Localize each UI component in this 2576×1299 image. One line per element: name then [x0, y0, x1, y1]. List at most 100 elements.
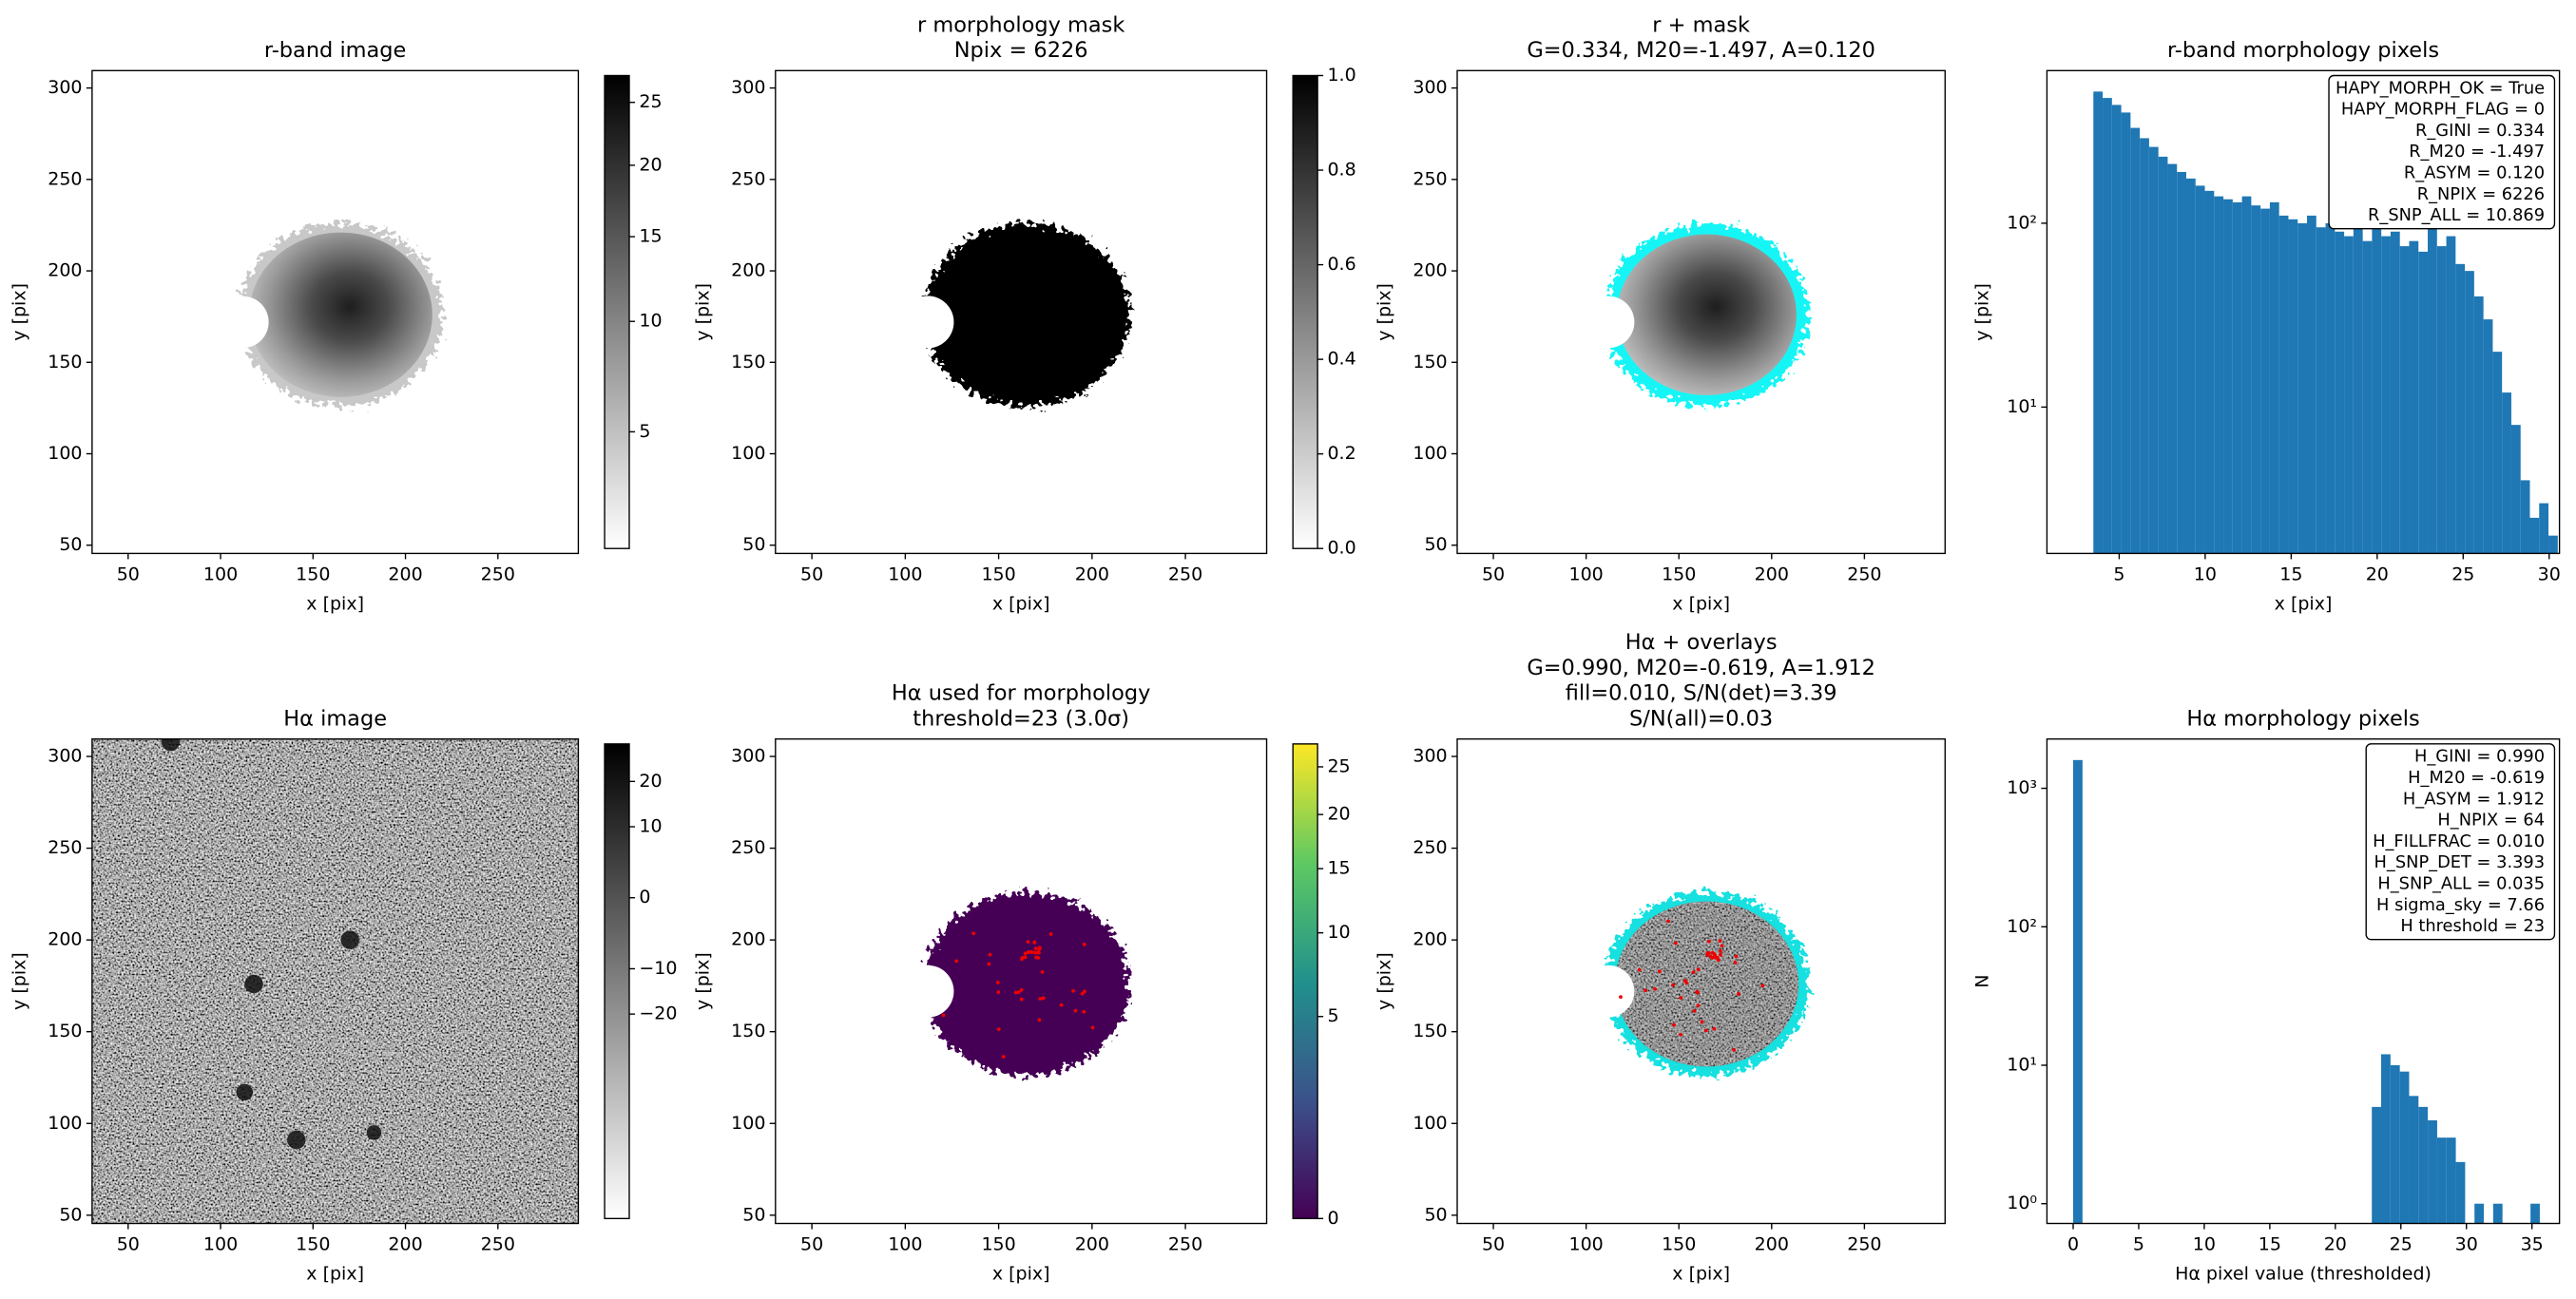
histogram-bar — [2372, 1106, 2382, 1224]
axes-frame — [91, 69, 580, 555]
histogram-bar — [2307, 215, 2316, 554]
x-tick-label: 200 — [1075, 564, 1109, 584]
source — [340, 930, 359, 949]
colorbar-tick-label: 25 — [639, 91, 662, 112]
histogram-bar — [2390, 231, 2400, 554]
histogram-bar — [2121, 112, 2131, 554]
colorbar-tick-label: 0.0 — [1327, 538, 1355, 559]
annotation: R_GINI = 0.334 — [2415, 121, 2545, 141]
x-tick-label: 250 — [1168, 564, 1202, 584]
x-tick-label: 0 — [2067, 1233, 2079, 1254]
colorbar-tick-label: 20 — [1327, 804, 1350, 825]
detected-pixel — [1684, 981, 1689, 985]
histogram-bar — [2399, 246, 2410, 554]
histogram-bar — [2529, 517, 2540, 554]
detected-pixel — [1080, 991, 1085, 996]
annotation-box — [2328, 74, 2556, 230]
detected-pixel — [1718, 948, 1722, 953]
x-axis-label: x [pix] — [306, 593, 364, 614]
detected-pixel — [1760, 984, 1765, 988]
histogram-bar — [2409, 1096, 2419, 1224]
x-tick-label: 5 — [2113, 564, 2124, 584]
colorbar-tick-label: −10 — [639, 958, 677, 979]
masked-hole — [1582, 965, 1635, 1018]
y-tick-label: 250 — [1413, 168, 1447, 189]
y-tick-label: 150 — [48, 1021, 82, 1041]
colorbar — [604, 743, 630, 1220]
detected-pixel — [1090, 1025, 1095, 1030]
axes-frame — [775, 737, 1268, 1225]
detected-pixel — [1673, 941, 1678, 946]
y-tick-label: 300 — [731, 746, 765, 767]
colorbar-tick-label: 0.6 — [1327, 254, 1355, 275]
chart-title: r morphology mask — [917, 12, 1125, 37]
histogram-bar — [2436, 1137, 2447, 1224]
colorbar-tick-label: −20 — [639, 1003, 677, 1024]
histogram-bar — [2103, 98, 2112, 554]
detected-pixel — [1032, 940, 1037, 945]
colorbar-tick-label: 5 — [1327, 1005, 1338, 1026]
detected-pixel — [1001, 1055, 1006, 1059]
y-tick-label: 10¹ — [2007, 396, 2037, 417]
colorbar-tick-label: 10 — [1327, 922, 1350, 943]
histogram-bar — [2502, 392, 2511, 554]
detected-pixel — [1037, 947, 1042, 951]
histogram-bar — [2465, 271, 2474, 554]
detected-pixel — [1703, 1028, 1708, 1033]
x-tick-label: 20 — [2324, 1233, 2347, 1254]
y-tick-label: 250 — [48, 837, 82, 858]
y-tick-label: 50 — [59, 534, 82, 555]
masked-hole — [901, 965, 954, 1018]
annotation: H_SNP_ALL = 0.035 — [2377, 873, 2545, 893]
x-tick-label: 250 — [1847, 1233, 1881, 1254]
y-axis-label: y [pix] — [1374, 952, 1394, 1010]
histogram-bar — [2446, 1137, 2456, 1224]
detected-pixel — [1619, 995, 1623, 1000]
y-tick-label: 200 — [48, 260, 82, 281]
y-tick-label: 50 — [1424, 1204, 1447, 1225]
y-tick-label: 100 — [48, 1113, 82, 1134]
detected-pixel — [1083, 989, 1086, 994]
x-tick-label: 30 — [2538, 564, 2561, 584]
plot-area — [91, 738, 579, 1224]
chart-title: r-band image — [264, 38, 406, 63]
x-tick-label: 25 — [2390, 1233, 2413, 1254]
detected-pixel — [1737, 992, 1740, 996]
histogram-bar — [2278, 215, 2289, 554]
detected-pixel — [1672, 1022, 1676, 1027]
colorbar-tick-label: 10 — [639, 816, 662, 837]
x-tick-label: 150 — [981, 564, 1015, 584]
detected-pixel — [1036, 950, 1040, 955]
colorbar-tick-label: 5 — [639, 421, 650, 442]
detected-pixel — [1033, 946, 1038, 951]
axes-frame — [2046, 69, 2561, 555]
x-tick-label: 250 — [481, 1233, 515, 1254]
x-axis-label: x [pix] — [306, 1264, 364, 1285]
detected-pixel — [1692, 1009, 1697, 1013]
source — [236, 1083, 254, 1101]
histogram-bar — [2325, 222, 2336, 554]
annotation: H_M20 = -0.619 — [2408, 768, 2545, 788]
y-tick-label: 10² — [2007, 212, 2037, 233]
x-tick-label: 15 — [2279, 564, 2302, 584]
y-tick-label: 150 — [1413, 1021, 1447, 1041]
y-axis-label: y [pix] — [1374, 283, 1394, 341]
detected-pixel — [1696, 1003, 1701, 1008]
histogram-bar — [2530, 1203, 2540, 1224]
histogram-bar — [2483, 319, 2493, 554]
histogram-bar — [2158, 156, 2168, 554]
x-tick-label: 50 — [117, 1233, 140, 1254]
annotation: HAPY_MORPH_OK = True — [2336, 78, 2545, 98]
histogram-bar — [2073, 759, 2083, 1224]
annotation-box — [2365, 743, 2556, 941]
galaxy-region — [924, 223, 1130, 407]
detected-pixel — [1023, 951, 1028, 956]
chart-title: G=0.334, M20=-1.497, A=0.120 — [1527, 38, 1875, 63]
y-tick-label: 50 — [742, 534, 765, 555]
y-tick-label: 200 — [731, 929, 765, 950]
source — [244, 974, 263, 994]
detected-pixel — [1038, 997, 1043, 1001]
y-tick-label: 150 — [1413, 352, 1447, 373]
